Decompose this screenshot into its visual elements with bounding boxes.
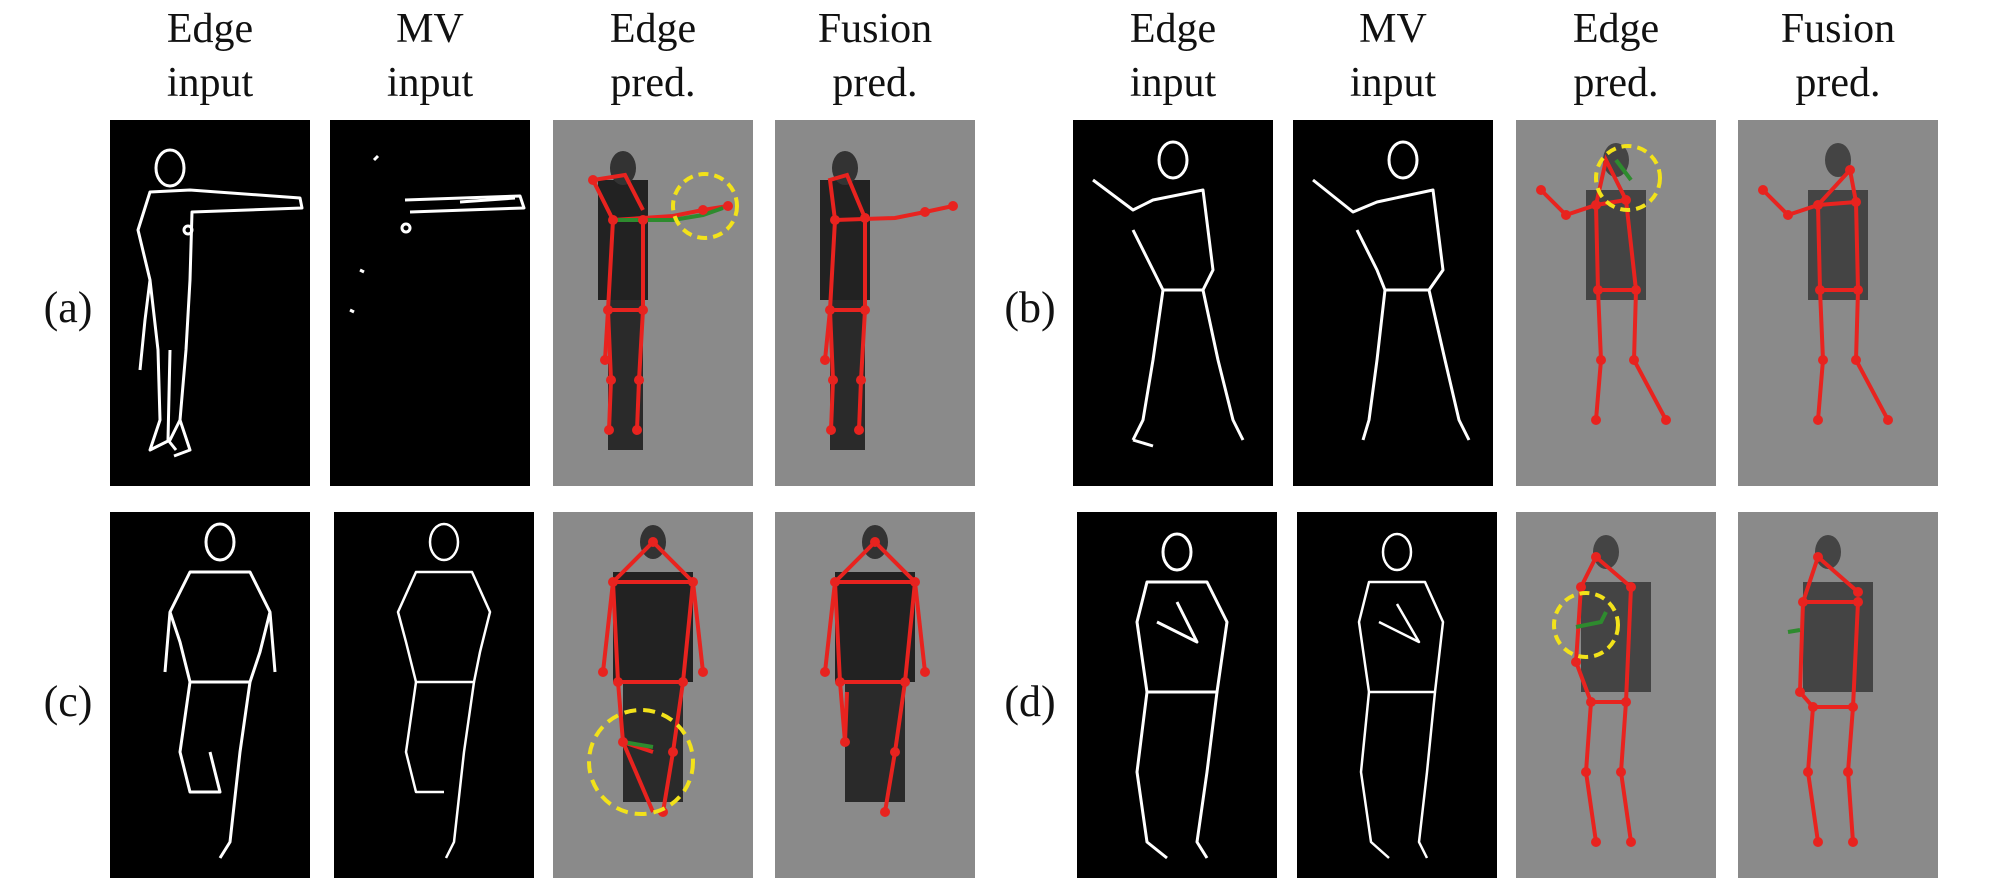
header-edge-input-right: Edge input — [1073, 2, 1273, 110]
header-line2: pred. — [1795, 60, 1881, 106]
edge-silhouette — [136, 148, 304, 458]
edge-silhouette — [1135, 532, 1229, 860]
panel-d-edge-input — [1077, 512, 1277, 878]
panel-label-c: (c) — [43, 677, 93, 726]
header-line1: Fusion — [1780, 6, 1896, 52]
skeleton-overlay — [1536, 143, 1671, 425]
edge-silhouette — [163, 522, 277, 859]
skeleton-overlay — [820, 525, 930, 817]
panel-d-mv-input — [1297, 512, 1497, 878]
header-line2: pred. — [1573, 60, 1659, 106]
panel-d-edge-pred — [1516, 512, 1716, 878]
skeleton-overlay — [1552, 535, 1651, 847]
header-line1: MV — [1359, 6, 1427, 52]
panel-c-mv-input — [334, 512, 534, 878]
mv-silhouette — [1312, 140, 1471, 441]
header-line2: pred. — [832, 60, 918, 106]
header-line2: input — [386, 60, 474, 106]
panel-a-edge-input — [110, 120, 310, 486]
header-line2: input — [1349, 60, 1437, 106]
skeleton-overlay — [587, 525, 708, 817]
header-line1: Edge — [609, 6, 697, 52]
header-mv-input-left: MV input — [330, 2, 530, 110]
header-line2: input — [166, 60, 254, 106]
panel-label-b: (b) — [1004, 283, 1056, 332]
header-fusion-pred-right: Fusion pred. — [1738, 2, 1938, 110]
header-line2: input — [1129, 60, 1217, 106]
skeleton-overlay — [588, 151, 739, 450]
panel-a-mv-input — [330, 120, 530, 486]
mv-silhouette — [396, 522, 492, 859]
panel-b-mv-input — [1293, 120, 1493, 486]
header-line1: MV — [396, 6, 464, 52]
panel-b-edge-pred — [1516, 120, 1716, 486]
mv-silhouette — [1357, 532, 1445, 859]
mv-silhouette — [349, 154, 526, 314]
panel-label-a: (a) — [43, 283, 93, 332]
skeleton-overlay — [1758, 143, 1893, 425]
header-edge-input-left: Edge input — [110, 2, 310, 110]
header-line1: Edge — [166, 6, 254, 52]
panel-b-fusion-pred — [1738, 120, 1938, 486]
panel-c-fusion-pred — [775, 512, 975, 878]
skeleton-overlay — [820, 151, 958, 450]
panel-d-fusion-pred — [1738, 512, 1938, 878]
skeleton-overlay — [1787, 535, 1873, 847]
panel-c-edge-input — [110, 512, 310, 878]
edge-silhouette — [1092, 140, 1245, 448]
panel-c-edge-pred — [553, 512, 753, 878]
panel-a-fusion-pred — [775, 120, 975, 486]
header-line1: Fusion — [817, 6, 933, 52]
header-line2: pred. — [610, 60, 696, 106]
panel-a-edge-pred — [553, 120, 753, 486]
header-line1: Edge — [1129, 6, 1217, 52]
header-line1: Edge — [1572, 6, 1660, 52]
header-edge-pred-left: Edge pred. — [553, 2, 753, 110]
header-mv-input-right: MV input — [1293, 2, 1493, 110]
header-fusion-pred-left: Fusion pred. — [775, 2, 975, 110]
panel-b-edge-input — [1073, 120, 1273, 486]
panel-label-d: (d) — [1004, 677, 1056, 726]
header-edge-pred-right: Edge pred. — [1516, 2, 1716, 110]
